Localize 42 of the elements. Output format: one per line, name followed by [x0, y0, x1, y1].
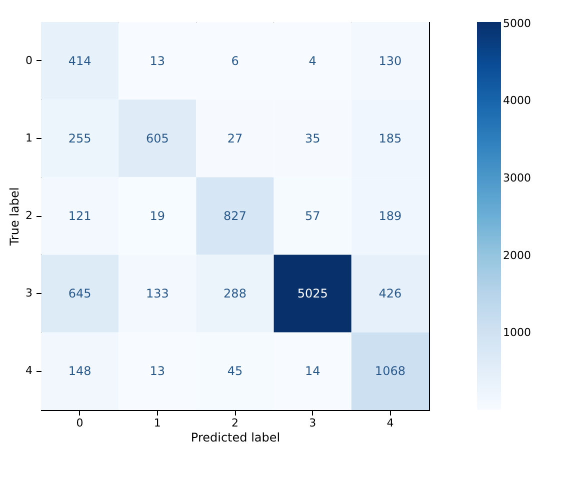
data-label: 6: [231, 54, 239, 68]
color-bar-label: 1000: [503, 326, 531, 340]
data-label: 14: [304, 364, 320, 378]
data-label: 185: [378, 131, 402, 146]
data-label: 645: [68, 286, 92, 301]
x-tick-label: 1: [154, 416, 161, 430]
data-label: 13: [150, 54, 166, 68]
data-label: 4: [308, 54, 316, 68]
x-tick-label: 0: [76, 416, 84, 430]
data-label: 605: [146, 131, 169, 146]
data-label: 5025: [297, 286, 328, 301]
data-label: 133: [146, 286, 169, 301]
data-label: 255: [68, 131, 92, 146]
data-label: 426: [378, 286, 402, 301]
x-axis-title: Predicted label: [190, 430, 280, 444]
data-label: 57: [304, 209, 320, 223]
y-tick-label: 2: [26, 209, 32, 222]
y-tick-label: 1: [26, 131, 32, 144]
data-label: 288: [224, 286, 246, 301]
y-tick-label: 4: [26, 364, 32, 378]
x-tick-label: 2: [232, 416, 238, 430]
data-label: 414: [68, 54, 92, 68]
color-bar-label: 5000: [503, 16, 531, 30]
data-label: 827: [224, 209, 246, 223]
x-tick-label: 4: [386, 416, 394, 430]
data-label: 35: [304, 131, 320, 146]
color-bar-label: 3000: [503, 171, 531, 184]
data-label: 121: [68, 209, 92, 223]
data-label: 130: [378, 54, 402, 68]
color-bar-label: 4000: [503, 94, 531, 108]
data-label: 19: [150, 209, 166, 223]
data-label: 1068: [374, 364, 406, 378]
x-tick-label: 3: [309, 416, 316, 430]
y-tick-label: 3: [26, 286, 32, 300]
y-axis-title: True label: [8, 187, 22, 247]
data-label: 45: [227, 364, 243, 378]
data-label: 27: [227, 131, 243, 146]
data-label: 13: [150, 364, 166, 378]
data-label: 189: [378, 209, 402, 223]
color-bar-label: 2000: [503, 248, 531, 262]
y-tick-label: 0: [26, 54, 32, 67]
data-label: 148: [68, 364, 92, 378]
